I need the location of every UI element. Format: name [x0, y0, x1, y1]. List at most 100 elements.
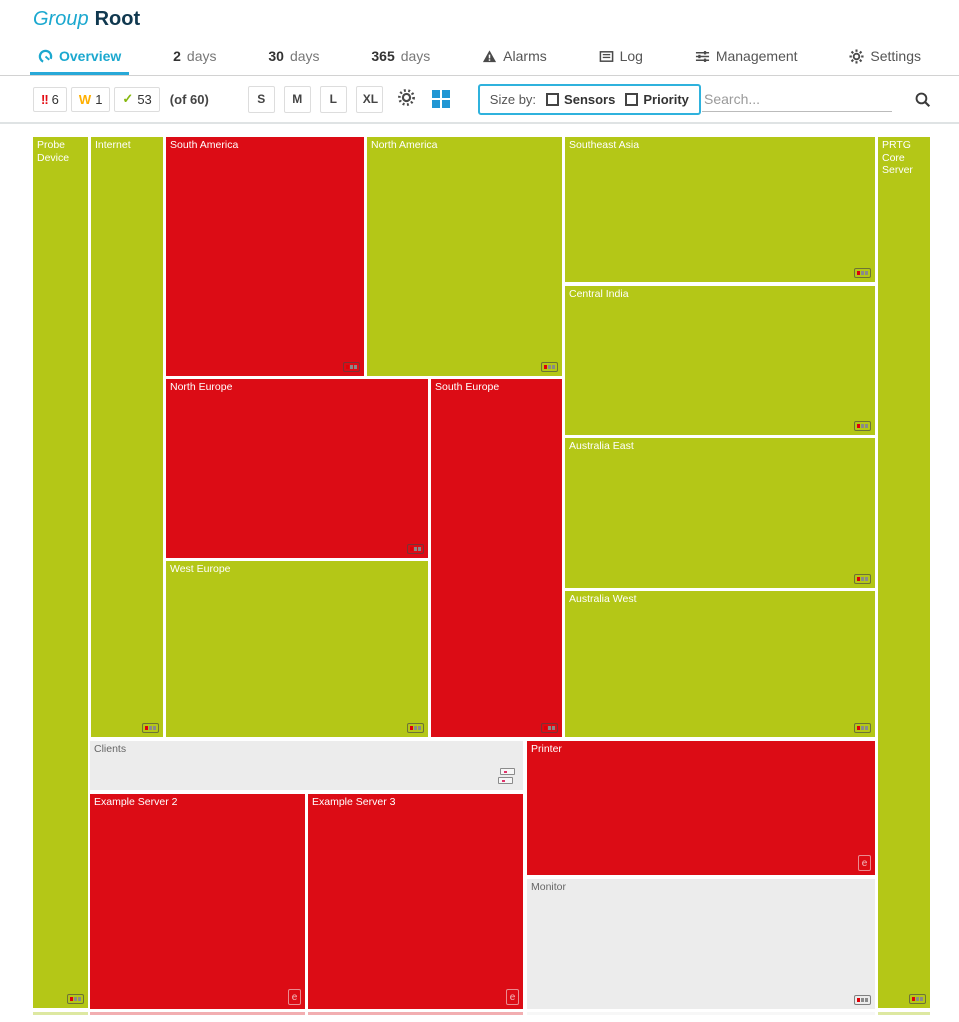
tab-label: Management — [715, 48, 798, 64]
tile-label: PRTG Core Server — [882, 139, 913, 177]
dotted-gear-icon — [397, 89, 415, 106]
tile-label: Central India — [569, 288, 629, 300]
cutoff-tile-strip — [527, 1012, 875, 1015]
log-icon — [599, 50, 613, 62]
size-by-box: Size by: Sensors Priority — [477, 83, 701, 115]
tile-central-india[interactable]: Central India — [565, 286, 875, 435]
sensor-summary-icon — [854, 574, 871, 584]
tile-clients[interactable]: Clients — [90, 741, 523, 790]
treemap-panel: Probe Device Internet South America North A… — [30, 130, 931, 1018]
tile-example-server-2[interactable]: Example Server 2 e — [90, 794, 305, 1009]
tile-label: Internet — [95, 139, 131, 151]
device-icon: e — [288, 989, 301, 1005]
ok-count-button[interactable]: ✓ 53 — [114, 86, 160, 112]
sensor-summary-icon — [142, 723, 159, 733]
tab-2-days[interactable]: 2 days — [165, 40, 224, 75]
tab-settings[interactable]: Settings — [841, 40, 929, 75]
tile-label: Monitor — [531, 881, 567, 893]
tile-label: West Europe — [170, 563, 231, 575]
tile-label: Australia West — [569, 593, 637, 605]
search-input[interactable] — [702, 86, 892, 112]
sliders-icon — [695, 50, 709, 62]
tile-label: South America — [170, 139, 239, 151]
tab-log[interactable]: Log — [591, 40, 651, 75]
tile-west-europe[interactable]: West Europe — [166, 561, 428, 737]
tile-monitor[interactable]: Monitor — [527, 879, 875, 1009]
priority-checkbox[interactable] — [625, 92, 639, 106]
size-by-sensors-option[interactable]: Sensors — [546, 92, 615, 107]
sensor-summary-icon — [541, 362, 558, 372]
tile-north-america[interactable]: North America — [367, 137, 562, 376]
search-icon — [915, 92, 931, 107]
tile-label: North America — [371, 139, 438, 151]
tab-overview[interactable]: Overview — [30, 40, 130, 75]
view-settings-gear-button[interactable] — [395, 86, 418, 112]
size-m-button[interactable]: M — [283, 85, 311, 113]
tab-number: 30 — [268, 48, 284, 64]
ok-count: 53 — [137, 91, 152, 107]
client-devices-icon — [497, 768, 517, 786]
error-count-button[interactable]: !! 6 — [33, 86, 67, 112]
warning-count-button[interactable]: W 1 — [70, 86, 111, 112]
device-icon: e — [506, 989, 519, 1005]
size-l-button[interactable]: L — [319, 85, 347, 113]
size-by-priority-option[interactable]: Priority — [625, 92, 689, 107]
sensor-summary-icon — [854, 268, 871, 278]
sensor-summary-icon — [854, 995, 871, 1005]
size-xl-button[interactable]: XL — [355, 85, 383, 113]
search-area — [702, 86, 931, 112]
sensors-checkbox[interactable] — [546, 92, 560, 106]
tile-south-america[interactable]: South America — [166, 137, 364, 376]
grid-icon — [431, 90, 450, 108]
check-icon: ✓ — [122, 91, 134, 106]
tile-internet[interactable]: Internet — [91, 137, 163, 737]
cutoff-tile-strip — [33, 1012, 88, 1015]
tile-label: Probe Device — [37, 139, 70, 164]
tab-label: days — [400, 48, 431, 64]
tile-label: Australia East — [569, 440, 634, 452]
error-icon: !! — [41, 91, 49, 107]
tab-365-days[interactable]: 365 days — [363, 40, 438, 75]
tile-label: Example Server 2 — [94, 796, 178, 808]
tile-australia-west[interactable]: Australia West — [565, 591, 875, 737]
tile-north-europe[interactable]: North Europe — [166, 379, 428, 558]
tab-alarms[interactable]: Alarms — [474, 40, 555, 75]
warning-icon — [483, 49, 497, 62]
tile-example-server-3[interactable]: Example Server 3 e — [308, 794, 523, 1009]
tile-label: South Europe — [435, 381, 500, 393]
tab-number: 365 — [371, 48, 395, 64]
tab-label: Settings — [870, 48, 921, 64]
treemap-view-button[interactable] — [430, 88, 452, 110]
total-count-label: (of 60) — [169, 91, 209, 107]
tile-south-europe[interactable]: South Europe — [431, 379, 562, 737]
tile-prtg-core-server[interactable]: PRTG Core Server — [878, 137, 930, 1008]
tile-australia-east[interactable]: Australia East — [565, 438, 875, 588]
sensor-summary-icon — [854, 723, 871, 733]
device-icon: e — [858, 855, 871, 871]
tile-label: North Europe — [170, 381, 233, 393]
tab-number: 2 — [173, 48, 181, 64]
tile-label: Example Server 3 — [312, 796, 396, 808]
size-s-button[interactable]: S — [247, 85, 275, 113]
tile-printer[interactable]: Printer e — [527, 741, 875, 875]
tab-label: days — [289, 48, 320, 64]
gauge-icon — [38, 49, 53, 63]
cutoff-tile-strip — [308, 1012, 523, 1015]
warning-count: 1 — [95, 91, 103, 107]
sensor-summary-icon — [67, 994, 84, 1004]
tab-label: days — [186, 48, 217, 64]
tile-label: Southeast Asia — [569, 139, 640, 151]
sensor-summary-icon — [407, 544, 424, 554]
tile-probe-device[interactable]: Probe Device — [33, 137, 88, 1008]
sensor-summary-icon — [854, 421, 871, 431]
tab-label: Overview — [59, 48, 122, 64]
priority-checkbox-label: Priority — [643, 91, 689, 107]
tab-30-days[interactable]: 30 days — [260, 40, 327, 75]
tab-management[interactable]: Management — [687, 40, 806, 75]
toolbar: !! 6 W 1 ✓ 53 (of 60) S M L XL Size by: … — [0, 76, 959, 124]
tile-southeast-asia[interactable]: Southeast Asia — [565, 137, 875, 282]
sensor-summary-icon — [407, 723, 424, 733]
object-name: Root — [94, 8, 141, 30]
object-type-label: Group — [33, 8, 89, 30]
sensor-summary-icon — [541, 723, 558, 733]
